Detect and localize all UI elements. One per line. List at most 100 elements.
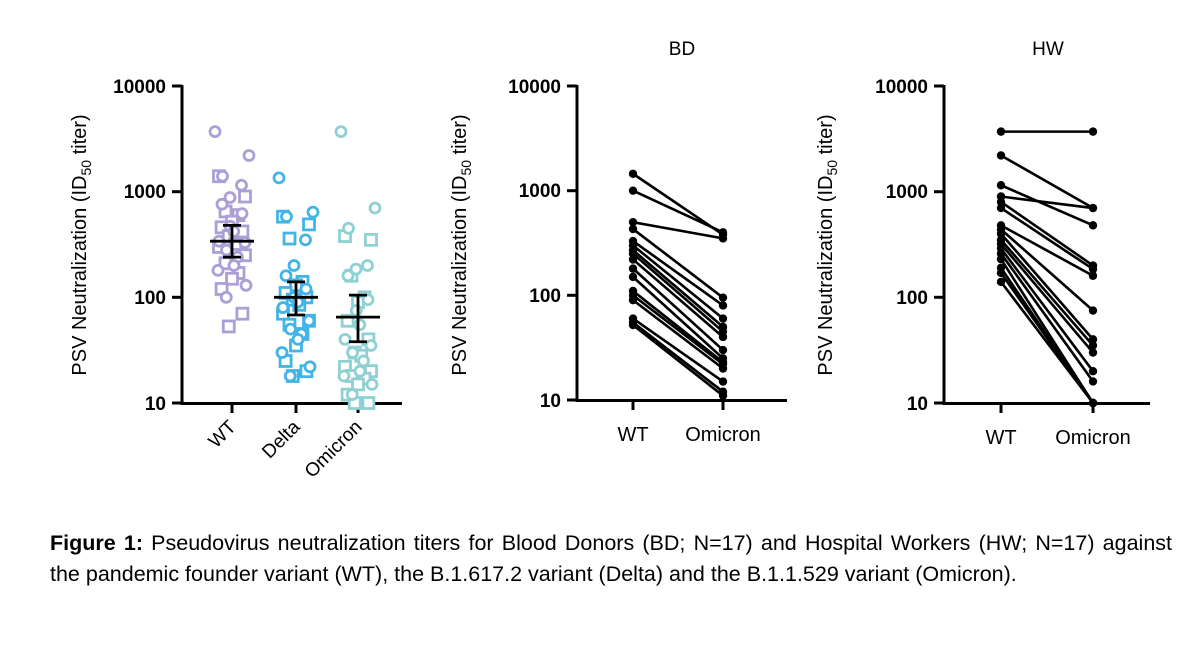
circle-point-delta bbox=[275, 346, 289, 359]
panel-b-ytick-label: 1000 bbox=[519, 181, 561, 202]
hw-omicron-point bbox=[1088, 335, 1098, 344]
bd-omicron-point bbox=[718, 234, 728, 243]
bd-omicron-point bbox=[718, 228, 728, 237]
square-point-omicron bbox=[351, 377, 365, 392]
hw-pair-line bbox=[999, 247, 1095, 372]
bd-omicron-point bbox=[718, 293, 728, 302]
bd-pair-line bbox=[632, 289, 724, 364]
panel-c-xtick-label-wt: WT bbox=[985, 427, 1016, 449]
hw-pair-line bbox=[1000, 195, 1094, 210]
square-point-delta bbox=[282, 231, 297, 246]
panel-b-y-axis-label: PSV Neutralization (ID50 titer) bbox=[449, 114, 474, 375]
panel-b-ytick-label: 10 bbox=[540, 391, 561, 412]
bd-wt-point bbox=[628, 255, 638, 264]
circle-point-wt bbox=[208, 125, 222, 139]
circle-point-wt bbox=[215, 197, 229, 211]
panel-c-x-ticks: WT Omicron bbox=[985, 403, 1131, 449]
bd-pair-line bbox=[632, 324, 724, 397]
bd-pair-line bbox=[632, 294, 724, 366]
circle-point-wt bbox=[211, 263, 225, 277]
hw-wt-point bbox=[996, 127, 1006, 136]
bd-pair-line bbox=[632, 258, 724, 338]
panel-b-y-label-main: PSV Neutralization (ID bbox=[449, 176, 471, 376]
hw-omicron-point bbox=[1088, 377, 1098, 386]
circle-point-wt bbox=[220, 243, 233, 257]
circle-point-omicron bbox=[361, 293, 375, 307]
panel-c-ytick-label: 10 bbox=[907, 394, 928, 415]
circle-point-delta bbox=[306, 205, 320, 219]
bd-omicron-point bbox=[718, 314, 728, 323]
caption-label: Figure 1: bbox=[50, 531, 143, 555]
circle-point-wt bbox=[235, 207, 249, 221]
panel-a-ytick-label: 1000 bbox=[124, 182, 166, 203]
circle-point-omicron bbox=[353, 318, 367, 332]
panel-c-ytick-label: 1000 bbox=[886, 182, 928, 203]
hw-omicron-point bbox=[1088, 398, 1098, 408]
circle-point-omicron bbox=[342, 221, 355, 235]
panel-c-y-label-sub: 50 bbox=[824, 160, 840, 176]
hw-wt-point bbox=[996, 197, 1006, 207]
hw-pair-line bbox=[1000, 243, 1094, 354]
bd-wt-point bbox=[628, 272, 638, 282]
bd-omicron-point bbox=[718, 364, 728, 373]
bd-pair-line bbox=[632, 321, 724, 393]
panel-a-y-label-end: titer) bbox=[69, 114, 91, 160]
circle-point-omicron bbox=[349, 262, 363, 276]
hw-wt-point bbox=[996, 181, 1006, 190]
square-point-omicron bbox=[340, 313, 355, 328]
hw-omicron-point bbox=[1088, 366, 1098, 376]
hw-omicron-point bbox=[1088, 127, 1098, 136]
hw-omicron-point bbox=[1088, 203, 1098, 213]
panel-a-xtick-label-delta: Delta bbox=[258, 416, 305, 463]
circle-point-omicron bbox=[368, 201, 382, 215]
panel-c-y-ticks: 10 100 1000 10000 bbox=[875, 77, 944, 415]
circle-point-omicron bbox=[357, 354, 370, 368]
circle-point-delta bbox=[287, 259, 301, 272]
hw-wt-point bbox=[996, 268, 1006, 278]
hw-omicron-point bbox=[1088, 221, 1098, 230]
bd-wt-point bbox=[628, 295, 638, 305]
panel-c-ytick-label: 10000 bbox=[875, 77, 928, 98]
panel-c-y-label-end: titer) bbox=[815, 114, 837, 160]
panel-a-xtick-label-wt: WT bbox=[205, 416, 241, 452]
bd-pair-line bbox=[632, 249, 724, 328]
square-point-wt bbox=[235, 306, 250, 321]
circle-point-omicron bbox=[364, 339, 378, 352]
hw-pair-line bbox=[1000, 238, 1094, 347]
circle-point-delta bbox=[276, 301, 290, 314]
panel-b-y-label-end: titer) bbox=[449, 114, 471, 160]
panel-c-marks bbox=[996, 127, 1098, 408]
figure-panels: PSV Neutralization (ID50 titer) 10 100 1… bbox=[69, 39, 1150, 482]
bd-omicron-point bbox=[718, 345, 728, 355]
circle-point-delta bbox=[302, 314, 316, 328]
bd-wt-point bbox=[628, 217, 638, 227]
circle-point-omicron bbox=[341, 269, 355, 283]
bd-pair-line bbox=[632, 227, 724, 299]
bd-wt-point bbox=[628, 186, 638, 195]
bd-pair-line bbox=[632, 317, 724, 383]
bd-omicron-point bbox=[718, 301, 728, 310]
hw-pair-line bbox=[1000, 200, 1094, 267]
bd-pair-line bbox=[632, 189, 724, 234]
hw-wt-point bbox=[996, 151, 1006, 160]
circle-point-omicron bbox=[353, 364, 367, 378]
panel-a-ytick-label: 10000 bbox=[113, 77, 166, 98]
hw-pair-line bbox=[1000, 224, 1094, 277]
figure-caption: Figure 1: Pseudovirus neutralization tit… bbox=[50, 528, 1172, 590]
bd-pair-line bbox=[632, 275, 724, 360]
panel-b-xtick-label-wt: WT bbox=[617, 424, 648, 446]
circle-point-wt bbox=[227, 225, 241, 238]
circle-point-omicron bbox=[334, 125, 348, 139]
hw-wt-point bbox=[996, 254, 1006, 264]
panel-b-bd: BD PSV Neutralization (ID50 titer) 10 10… bbox=[449, 39, 787, 446]
hw-omicron-point bbox=[1088, 264, 1098, 274]
circle-point-wt bbox=[239, 278, 253, 292]
circle-point-delta bbox=[279, 269, 293, 283]
bd-omicron-point bbox=[718, 377, 728, 386]
circle-point-wt bbox=[219, 290, 233, 304]
circle-point-omicron bbox=[338, 332, 352, 346]
circle-point-omicron bbox=[337, 369, 351, 383]
circle-point-delta bbox=[280, 210, 293, 224]
square-point-omicron bbox=[361, 396, 376, 410]
bd-wt-point bbox=[628, 264, 638, 273]
